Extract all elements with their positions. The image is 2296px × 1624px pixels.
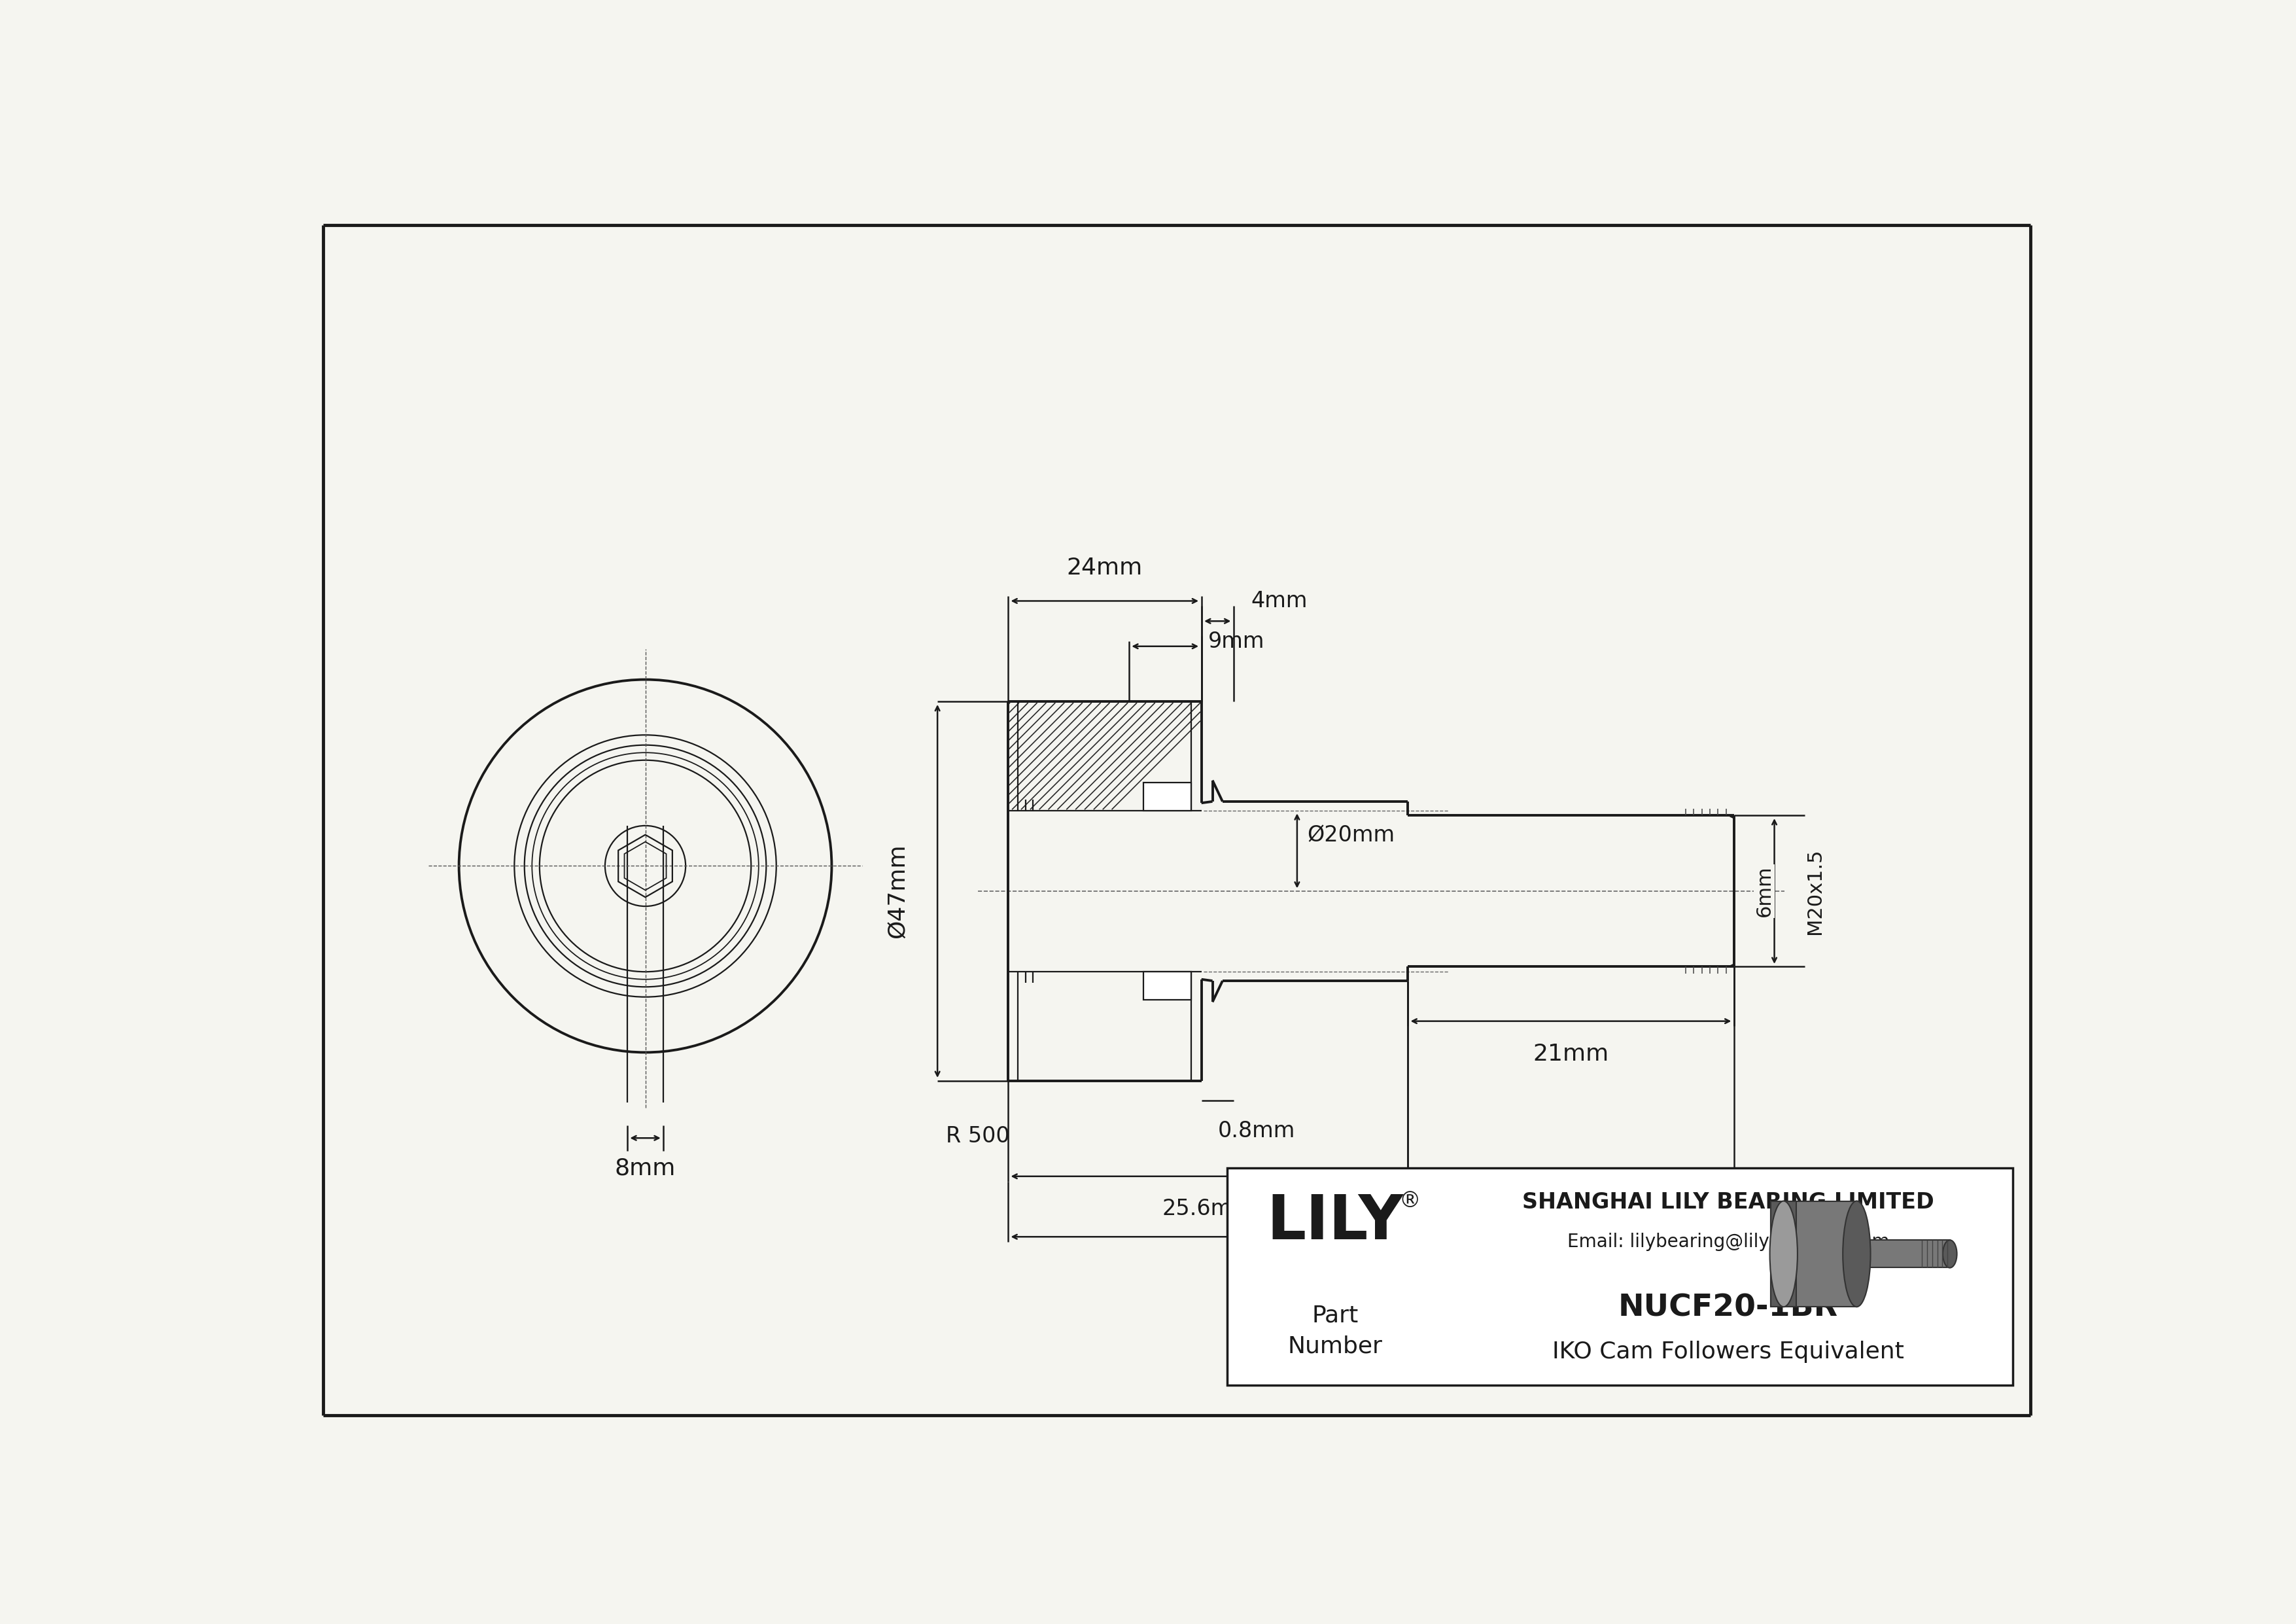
Text: 4mm: 4mm <box>1251 590 1306 612</box>
Text: 9mm: 9mm <box>1208 630 1265 653</box>
Text: Part
Number: Part Number <box>1288 1304 1382 1358</box>
Ellipse shape <box>1942 1241 1956 1268</box>
Text: 0.8mm: 0.8mm <box>1219 1121 1295 1142</box>
Text: LILY: LILY <box>1267 1192 1403 1252</box>
Text: 40.5mm: 40.5mm <box>1525 1199 1616 1220</box>
Text: R 500: R 500 <box>946 1125 1010 1147</box>
Text: SHANGHAI LILY BEARING LIMITED: SHANGHAI LILY BEARING LIMITED <box>1522 1192 1933 1213</box>
FancyBboxPatch shape <box>1770 1202 1795 1307</box>
Text: Ø47mm: Ø47mm <box>886 844 909 939</box>
Text: 24mm: 24mm <box>1068 557 1143 580</box>
Bar <box>1226 1168 2014 1385</box>
Text: Email: lilybearing@lily-bearing.com: Email: lilybearing@lily-bearing.com <box>1568 1233 1890 1250</box>
Text: 66.1mm: 66.1mm <box>1318 1257 1424 1281</box>
FancyBboxPatch shape <box>1770 1202 1857 1307</box>
Text: ®: ® <box>1398 1190 1421 1212</box>
Text: 25.6mm: 25.6mm <box>1162 1199 1254 1220</box>
Text: Ø20mm: Ø20mm <box>1306 825 1396 846</box>
Text: IKO Cam Followers Equivalent: IKO Cam Followers Equivalent <box>1552 1341 1903 1363</box>
Text: NUCF20-1BR: NUCF20-1BR <box>1619 1293 1839 1324</box>
Bar <box>1143 971 1192 999</box>
Ellipse shape <box>1844 1202 1871 1307</box>
FancyBboxPatch shape <box>1869 1239 1949 1267</box>
Text: 8mm: 8mm <box>615 1158 675 1179</box>
Text: M20x1.5: M20x1.5 <box>1805 848 1823 934</box>
Ellipse shape <box>1770 1202 1798 1307</box>
Bar <box>1143 783 1192 810</box>
Text: 21mm: 21mm <box>1534 1043 1609 1065</box>
Text: 6mm: 6mm <box>1754 866 1775 918</box>
